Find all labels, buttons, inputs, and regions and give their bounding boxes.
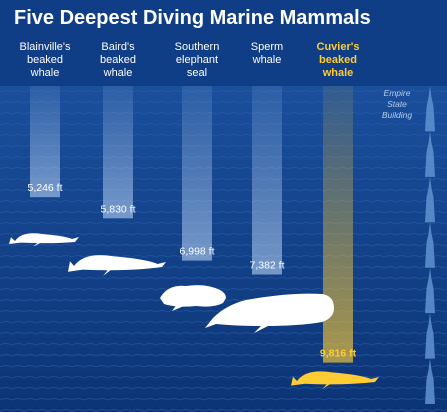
wave-line: [0, 167, 447, 170]
category-labels: Blainville'sbeakedwhaleBaird'sbeakedwhal…: [19, 41, 359, 79]
wave-line: [0, 112, 447, 115]
depth-bar-4: [252, 86, 282, 275]
cuviers-beaked-whale-silhouette: [291, 371, 379, 390]
wave-line: [0, 288, 447, 291]
depth-bar-3: [182, 86, 212, 261]
category-label-1-line-3: whale: [30, 67, 60, 79]
category-label-5-line-2: beaked: [319, 54, 357, 66]
category-label-4-line-2: whale: [252, 54, 282, 66]
category-label-3-line-3: seal: [187, 67, 207, 79]
wave-line: [0, 90, 447, 93]
depth-bar-2: [103, 86, 133, 219]
wave-line: [0, 343, 447, 346]
wave-line: [0, 233, 447, 236]
category-label-2-line-3: whale: [103, 67, 133, 79]
animal-silhouettes: [9, 233, 379, 390]
empire-state-building-icon: [425, 131, 435, 177]
value-label-2: 5,830 ft: [100, 203, 135, 215]
southern-elephant-seal-silhouette: [160, 285, 226, 311]
wave-line: [0, 200, 447, 203]
blainvilles-beaked-whale-silhouette: [9, 233, 79, 247]
empire-state-building-icon: [425, 176, 435, 223]
wave-line: [0, 365, 447, 368]
reference-label-line-2: State: [387, 99, 407, 109]
wave-line: [0, 211, 447, 214]
cuviers-beaked-whale-silhouette-body: [291, 371, 379, 386]
category-label-5-line-3: whale: [322, 67, 354, 79]
wave-line: [0, 189, 447, 192]
value-label-1: 5,246 ft: [27, 182, 62, 194]
chart-title: Five Deepest Diving Marine Mammals: [14, 7, 371, 29]
empire-state-building-icon: [425, 313, 435, 359]
depth-bar-1: [30, 86, 60, 198]
empire-state-building-icon: [425, 267, 435, 314]
wave-line: [0, 134, 447, 137]
value-labels: 5,246 ft 5,830 ft 6,998 ft 7,382 ft 9,816 ft: [27, 182, 356, 359]
value-label-3: 6,998 ft: [179, 246, 214, 258]
elephant-seal-body: [160, 285, 226, 307]
category-label-2-line-2: beaked: [100, 54, 136, 66]
wave-pattern: [0, 90, 447, 412]
cuviers-beaked-whale-silhouette-flipper: [322, 382, 332, 390]
wave-line: [0, 398, 447, 401]
wave-line: [0, 145, 447, 148]
category-label-1-line-2: beaked: [27, 54, 63, 66]
category-label-5-line-1: Cuvier's: [317, 41, 360, 53]
category-label-2-line-1: Baird's: [101, 41, 135, 53]
blainvilles-beaked-whale-silhouette-body: [9, 233, 79, 244]
empire-state-building-icon: [425, 358, 435, 404]
bairds-beaked-whale-silhouette: [68, 255, 166, 276]
wave-line: [0, 156, 447, 159]
wave-line: [0, 376, 447, 379]
category-label-4-line-1: Sperm: [251, 41, 283, 53]
wave-line: [0, 123, 447, 126]
wave-line: [0, 178, 447, 181]
reference-label-line-1: Empire: [384, 88, 411, 98]
wave-line: [0, 387, 447, 390]
reference-label-line-3: Building: [382, 110, 413, 120]
category-label-3-line-2: elephant: [176, 54, 218, 66]
elephant-seal-flipper: [172, 303, 184, 311]
category-label-1-line-1: Blainville's: [19, 41, 71, 53]
empire-state-building-icon: [425, 222, 435, 268]
sperm-whale-body: [205, 293, 334, 328]
wave-line: [0, 409, 447, 412]
wave-line: [0, 255, 447, 258]
ocean-background: [0, 86, 447, 412]
blainvilles-beaked-whale-silhouette-flipper: [33, 241, 42, 247]
category-label-3-line-1: Southern: [175, 41, 220, 53]
wave-line: [0, 332, 447, 335]
wave-line: [0, 222, 447, 225]
bairds-beaked-whale-silhouette-flipper: [103, 268, 113, 276]
value-label-5: 9,816 ft: [320, 348, 357, 360]
sperm-whale-flipper: [254, 325, 268, 333]
wave-line: [0, 244, 447, 247]
sperm-whale-silhouette: [205, 293, 334, 333]
empire-state-building-icon: [425, 86, 435, 132]
bairds-beaked-whale-silhouette-body: [68, 255, 166, 272]
wave-line: [0, 101, 447, 104]
value-label-4: 7,382 ft: [249, 260, 284, 272]
depth-bar-5: [323, 86, 353, 363]
wave-line: [0, 354, 447, 357]
wave-line: [0, 277, 447, 280]
wave-line: [0, 299, 447, 302]
